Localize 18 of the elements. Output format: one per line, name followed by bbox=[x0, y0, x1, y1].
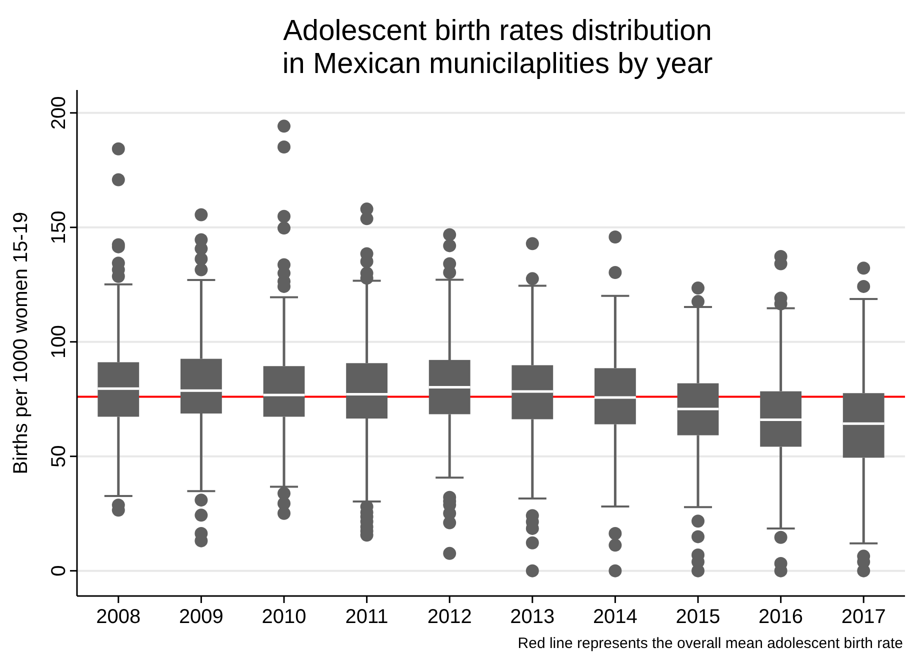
y-tick-label: 0 bbox=[48, 565, 70, 576]
y-axis-title: Births per 1000 women 15-19 bbox=[10, 212, 32, 474]
chart-title: Adolescent birth rates distribution in Mexican municilaplities by year bbox=[282, 15, 714, 80]
x-tick-label: 2012 bbox=[427, 606, 472, 628]
x-tick-label: 2013 bbox=[510, 606, 555, 628]
x-tick-label: 2010 bbox=[262, 606, 306, 628]
x-tick-label: 2014 bbox=[592, 606, 638, 628]
x-tick-label: 2015 bbox=[676, 606, 720, 628]
x-tick-label: 2016 bbox=[758, 606, 804, 628]
y-tick-label: 50 bbox=[48, 445, 70, 468]
text: Red line represents the overall mean adolescent birth rate bbox=[518, 635, 903, 652]
y-tick-label: 150 bbox=[48, 210, 70, 244]
y-tick-label: 200 bbox=[48, 96, 70, 130]
x-tick-label: 2008 bbox=[96, 606, 141, 628]
y-tick-label: 100 bbox=[48, 325, 70, 359]
x-tick-label: 2017 bbox=[841, 606, 886, 628]
x-tick-label: 2009 bbox=[178, 606, 224, 628]
x-tick-label: 2011 bbox=[345, 606, 388, 628]
